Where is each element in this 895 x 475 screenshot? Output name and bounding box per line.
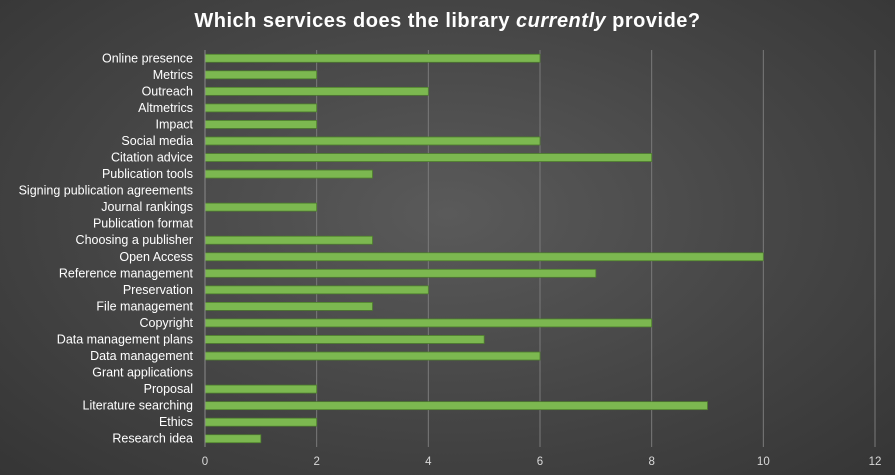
chart-title-emphasis: currently (516, 10, 607, 32)
category-label: Impact (155, 117, 193, 131)
category-label: Metrics (153, 68, 193, 82)
x-tick-label: 2 (313, 456, 319, 468)
chart-title: Which services does the library currentl… (0, 10, 895, 33)
category-label: Open Access (119, 250, 193, 264)
category-label: File management (96, 299, 193, 313)
bar-social-media (204, 136, 541, 146)
category-label: Signing publication agreements (19, 184, 193, 198)
bar-file-management (204, 301, 373, 311)
category-label: Ethics (159, 415, 193, 429)
bar-research-idea (204, 434, 262, 444)
x-tick-label: 10 (757, 456, 770, 468)
bar-online-presence (204, 53, 541, 63)
category-label: Choosing a publisher (76, 233, 193, 247)
category-label: Copyright (140, 316, 194, 330)
chart-title-part-3: provide? (606, 10, 701, 32)
category-label: Journal rankings (101, 200, 193, 214)
bar-citation-advice (204, 153, 653, 162)
category-label: Data management plans (57, 332, 193, 346)
category-label: Preservation (123, 283, 193, 297)
category-label: Grant applications (92, 366, 193, 380)
bar-data-management (204, 351, 541, 361)
bar-proposal (204, 384, 318, 394)
category-label: Citation advice (111, 151, 193, 165)
category-label: Publication tools (102, 167, 193, 181)
x-tick-label: 4 (425, 456, 432, 468)
x-tick-label: 6 (537, 456, 543, 468)
bar-reference-management (204, 268, 597, 278)
x-tick-label: 8 (648, 456, 654, 468)
bar-data-management-plans (204, 335, 485, 344)
bar-preservation (204, 285, 429, 295)
bar-outreach (204, 86, 429, 96)
chart-title-part-1: Which services does the library (194, 10, 517, 32)
bar-metrics (204, 70, 318, 80)
x-tick-label: 12 (869, 456, 882, 468)
category-label: Proposal (144, 382, 193, 396)
bar-impact (204, 120, 318, 129)
category-label: Literature searching (83, 399, 194, 413)
bar-ethics (204, 417, 318, 427)
category-label: Research idea (112, 432, 193, 446)
category-label: Altmetrics (138, 101, 193, 115)
category-label: Publication format (93, 217, 194, 231)
category-label: Social media (121, 134, 193, 148)
category-label: Outreach (142, 84, 193, 98)
bar-publication-tools (204, 169, 373, 179)
bar-literature-searching (204, 401, 708, 411)
bar-copyright (204, 318, 653, 328)
category-label: Data management (90, 349, 193, 363)
bar-altmetrics (204, 103, 318, 113)
bar-choosing-a-publisher (204, 235, 373, 245)
category-label: Online presence (102, 51, 193, 65)
bar-journal-rankings (204, 202, 318, 212)
x-tick-label: 0 (202, 456, 208, 468)
category-label: Reference management (59, 266, 194, 280)
bar-open-access (204, 252, 764, 262)
